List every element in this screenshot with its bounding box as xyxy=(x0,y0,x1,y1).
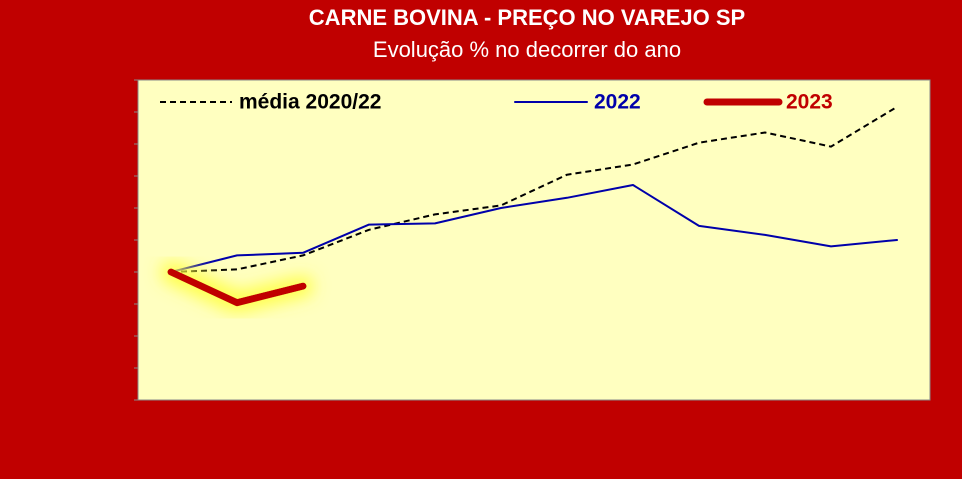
y-tick-label: 97,50% xyxy=(81,295,129,311)
chart-subtitle: Evolução % no decorrer do ano xyxy=(373,37,681,62)
x-tick-label: MAR xyxy=(295,419,312,456)
y-tick-label: 92,50% xyxy=(81,359,129,375)
x-tick-label: ABR xyxy=(361,420,378,455)
series-line xyxy=(170,184,898,273)
y-tick-label: 112,50% xyxy=(74,103,129,119)
x-tick-label: JAN xyxy=(163,421,180,453)
series-line xyxy=(170,106,898,273)
chart-title: CARNE BOVINA - PREÇO NO VAREJO SP xyxy=(309,5,745,30)
legend-label: 2023 xyxy=(786,91,833,114)
x-tick-label: AGO xyxy=(625,419,642,455)
y-tick-label: 115,00% xyxy=(74,71,129,87)
y-tick-label: 90,00% xyxy=(81,391,129,407)
y-tick-label: 107,50% xyxy=(73,167,129,183)
y-tick-label: 105,00% xyxy=(73,199,129,215)
y-tick-label: 110,00% xyxy=(74,135,129,151)
x-tick-label: OUT xyxy=(757,420,774,454)
y-tick-label: 102,50% xyxy=(73,231,129,247)
x-tick-label: MAI xyxy=(427,422,444,451)
series-line xyxy=(167,268,307,307)
x-tick-label: FEV xyxy=(229,421,246,452)
legend-label: média 2020/22 xyxy=(239,91,381,114)
x-tick-label: SET xyxy=(691,421,708,452)
y-tick-label: 95,00% xyxy=(81,327,129,343)
y-tick-label: 100,00% xyxy=(73,263,129,279)
x-tick-label: NOV xyxy=(823,420,840,455)
x-tick-label: JUL xyxy=(559,422,576,452)
x-tick-label: JUN xyxy=(493,421,510,453)
legend-label: 2022 xyxy=(594,91,641,114)
plot-area xyxy=(137,79,931,401)
x-tick-label: DEZ xyxy=(889,421,906,453)
